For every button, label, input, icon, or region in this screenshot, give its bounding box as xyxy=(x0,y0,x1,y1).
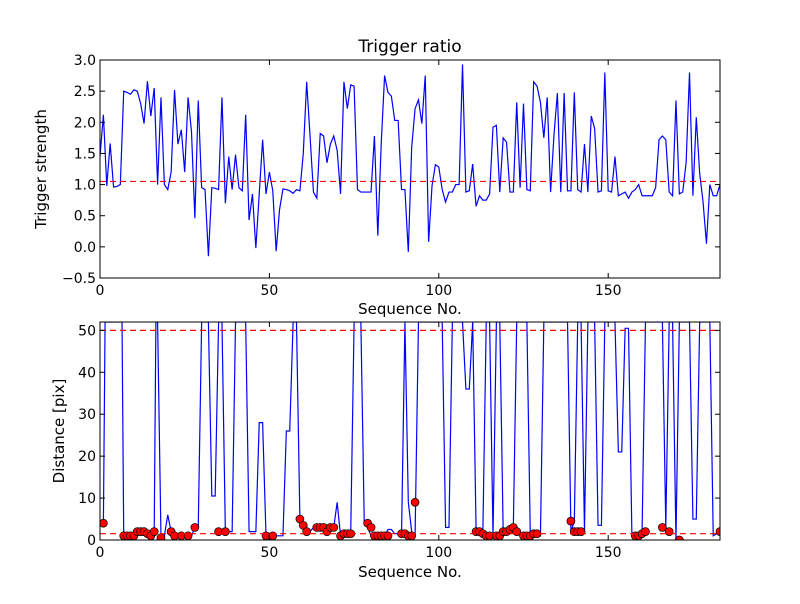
data-point xyxy=(221,527,230,536)
x-axis-label: Sequence No. xyxy=(358,563,462,581)
ticks-layer: 0 50 100 150 −0.5 0.0 0.5 1.0 1.5 2.0 2.5 3.0 xyxy=(62,53,720,299)
data-point xyxy=(329,523,339,532)
y-tick-label: 3.0 xyxy=(74,53,96,69)
y-tick-label: 0 xyxy=(87,533,96,549)
data-point xyxy=(641,527,650,536)
data-point xyxy=(674,535,684,540)
data-point xyxy=(566,516,576,526)
data-point xyxy=(183,531,193,540)
series-layer xyxy=(100,322,720,540)
data-point xyxy=(576,527,586,536)
data-point xyxy=(100,518,108,528)
x-tick-label: 100 xyxy=(425,545,452,561)
distance-plot: 0 50 100 150 0 10 20 30 40 50 Sequence No. Distan… xyxy=(50,321,721,581)
ticks-layer: 0 50 100 150 0 10 20 30 40 50 xyxy=(78,322,720,561)
y-tick-label: 1.5 xyxy=(74,146,96,162)
data-point xyxy=(407,531,417,540)
y-tick-label: 30 xyxy=(78,407,96,423)
x-tick-label: 0 xyxy=(96,283,105,299)
y-tick-label: 50 xyxy=(78,323,96,339)
data-point xyxy=(715,527,720,536)
data-point xyxy=(383,531,393,540)
x-tick-label: 0 xyxy=(96,545,105,561)
y-tick-label: 2.5 xyxy=(74,84,96,100)
y-tick-label: 2.0 xyxy=(74,115,96,131)
data-point xyxy=(302,527,312,536)
x-axis-label: Sequence No. xyxy=(358,300,462,318)
series-layer xyxy=(100,64,720,257)
y-axis-label: Trigger strength xyxy=(32,109,50,230)
axes-frame xyxy=(99,321,721,541)
y-tick-label: −0.5 xyxy=(62,271,96,287)
data-point xyxy=(190,523,200,532)
data-point xyxy=(664,527,674,536)
x-tick-label: 150 xyxy=(595,545,622,561)
data-point xyxy=(366,523,376,532)
series-line xyxy=(100,64,720,257)
y-tick-label: 10 xyxy=(78,491,96,507)
x-tick-label: 100 xyxy=(425,283,452,299)
y-tick-label: 20 xyxy=(78,449,96,465)
data-point xyxy=(410,497,420,507)
trigger-ratio-plot: 0 50 100 150 −0.5 0.0 0.5 1.0 1.5 2.0 2.5 3.0 Trigg… xyxy=(32,37,721,318)
y-tick-label: 1.0 xyxy=(74,178,96,194)
plot-area xyxy=(100,60,720,278)
y-tick-label: 0.0 xyxy=(74,240,96,256)
x-tick-label: 50 xyxy=(260,545,278,561)
series-line xyxy=(100,322,720,540)
y-tick-label: 40 xyxy=(78,365,96,381)
plot-area xyxy=(100,322,720,540)
data-point xyxy=(658,523,667,532)
y-axis-label: Distance [pix] xyxy=(50,379,68,484)
y-tick-label: 0.5 xyxy=(74,209,96,225)
x-tick-label: 50 xyxy=(260,283,278,299)
data-point xyxy=(149,527,159,536)
chart-title: Trigger ratio xyxy=(357,37,461,57)
data-point xyxy=(268,531,278,540)
x-tick-label: 150 xyxy=(595,283,622,299)
axes-frame xyxy=(99,59,721,279)
